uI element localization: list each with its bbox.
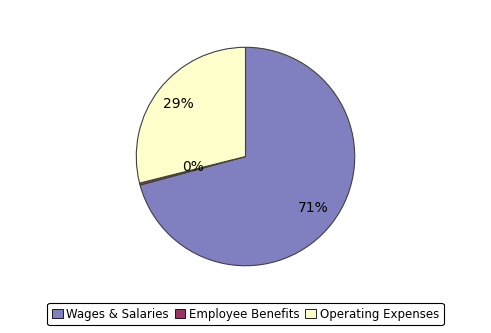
Wedge shape xyxy=(139,157,246,185)
Legend: Wages & Salaries, Employee Benefits, Operating Expenses: Wages & Salaries, Employee Benefits, Ope… xyxy=(47,303,444,325)
Wedge shape xyxy=(136,47,246,183)
Text: 0%: 0% xyxy=(182,161,204,174)
Wedge shape xyxy=(140,47,355,266)
Text: 71%: 71% xyxy=(298,201,328,215)
Text: 29%: 29% xyxy=(163,97,194,111)
